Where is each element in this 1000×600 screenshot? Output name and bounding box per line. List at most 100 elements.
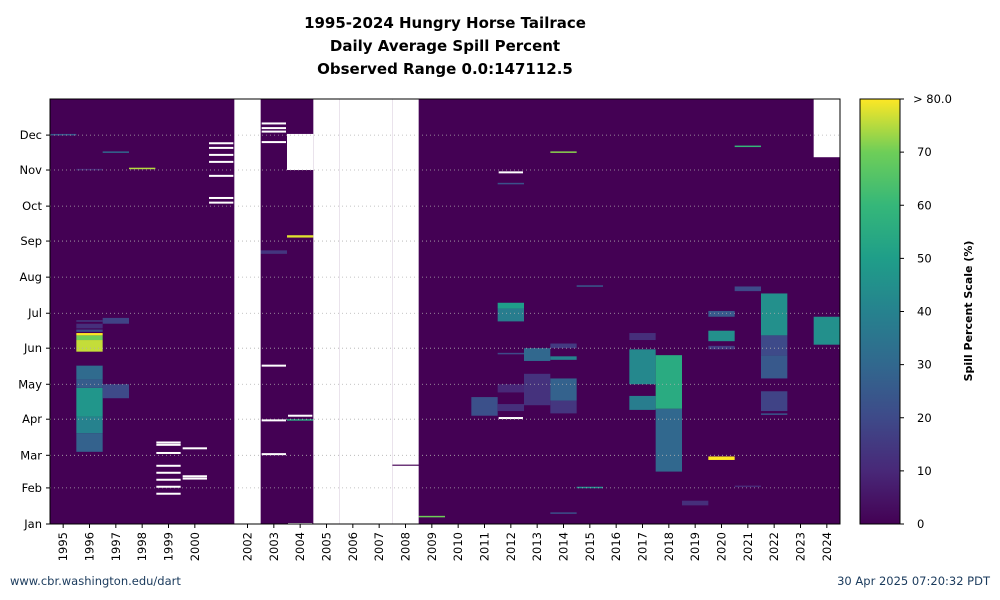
footer-url: www.cbr.washington.edu/dart — [10, 574, 181, 588]
missing-data-cell — [392, 99, 419, 465]
heatmap-cell — [76, 433, 103, 452]
heatmap-cell — [497, 182, 524, 185]
chart-title: 1995-2024 Hungry Horse Tailrace — [304, 14, 586, 32]
x-tick-label: 2004 — [293, 532, 307, 561]
missing-data-cell — [209, 146, 234, 149]
heatmap-cell — [629, 395, 656, 410]
x-tick-label: 2000 — [188, 532, 202, 561]
heatmap-cell — [550, 400, 577, 414]
heatmap-cell — [629, 349, 656, 385]
heatmap-cell — [629, 333, 656, 341]
heatmap-cell — [287, 235, 314, 238]
missing-data-cell — [392, 465, 419, 524]
heatmap-cell — [734, 485, 761, 488]
missing-data-cell — [498, 171, 523, 174]
heatmap-cell — [813, 316, 840, 345]
heatmap-cell — [708, 310, 735, 317]
heatmap-cell — [102, 384, 129, 399]
y-tick-label: Jun — [23, 341, 42, 355]
missing-data-cell — [209, 160, 234, 163]
heatmap-cell — [550, 343, 577, 349]
heatmap-cell — [550, 512, 577, 514]
y-tick-label: Feb — [22, 481, 42, 495]
heatmap-cell — [76, 335, 103, 341]
missing-data-cell — [182, 477, 207, 480]
missing-data-cell — [209, 153, 234, 156]
x-tick-label: 2021 — [741, 532, 755, 561]
heatmap-cell — [76, 168, 103, 171]
x-tick-label: 2022 — [767, 532, 781, 561]
missing-data-cell — [182, 447, 207, 450]
colorbar-label: Spill Percent Scale (%) — [962, 241, 975, 382]
y-tick-label: Oct — [22, 199, 42, 213]
x-tick-label: 2016 — [609, 532, 623, 561]
missing-data-cell — [261, 141, 286, 144]
missing-data-cell — [261, 122, 286, 125]
chart-subtitle: Daily Average Spill Percent — [329, 37, 561, 55]
x-tick-label: 2007 — [372, 532, 386, 561]
x-tick-label: 2009 — [425, 532, 439, 561]
missing-data-cell — [209, 174, 234, 177]
y-tick-label: Aug — [20, 270, 42, 284]
missing-data-cell — [156, 443, 181, 446]
missing-data-cell — [498, 417, 523, 420]
heatmap-cell — [76, 387, 103, 417]
x-tick-label: 2014 — [557, 532, 571, 561]
x-tick-label: 1996 — [83, 532, 97, 561]
x-tick-label: 1999 — [162, 532, 176, 561]
heatmap-cell — [761, 391, 788, 412]
x-tick-label: 2018 — [662, 532, 676, 561]
heatmap-cell — [76, 320, 103, 322]
y-tick-label: May — [18, 377, 42, 391]
heatmap-cell — [576, 486, 603, 489]
missing-data-cell — [261, 419, 286, 422]
heatmap-cell — [497, 308, 524, 322]
x-tick-label: 2006 — [346, 532, 360, 561]
heatmap-cell — [418, 515, 445, 518]
colorbar-tick-label: 70 — [917, 145, 932, 159]
missing-data-cell — [261, 364, 286, 367]
heatmap-cell — [76, 333, 103, 336]
heatmap-cell — [76, 379, 103, 388]
heatmap-cell — [550, 378, 577, 401]
missing-data-cell — [209, 196, 234, 199]
x-tick-label: 2010 — [451, 532, 465, 561]
colorbar-tick-label: 0 — [917, 517, 924, 531]
colorbar-tick-label: 50 — [917, 251, 932, 265]
heatmap-cell — [682, 500, 709, 506]
heatmap-cell — [102, 317, 129, 324]
x-tick-label: 2015 — [583, 532, 597, 561]
heatmap-cell — [497, 352, 524, 355]
heatmap-cell — [655, 355, 682, 409]
y-tick-label: Nov — [20, 163, 43, 177]
heatmap-cell — [524, 348, 551, 361]
footer-timestamp: 30 Apr 2025 07:20:32 PDT — [837, 574, 990, 588]
chart-observed-range: Observed Range 0.0:147112.5 — [317, 60, 573, 78]
heatmap-cell — [471, 397, 498, 416]
heatmap-cell — [497, 404, 524, 412]
heatmap-cell — [260, 250, 287, 254]
missing-data-cell — [261, 127, 286, 130]
missing-data-cell — [156, 464, 181, 467]
missing-data-cell — [288, 414, 313, 417]
missing-data-cell — [209, 201, 234, 204]
missing-data-cell — [182, 475, 207, 478]
heatmap-cell — [76, 416, 103, 434]
heatmap-cell — [497, 302, 524, 309]
x-tick-label: 2024 — [820, 532, 834, 561]
y-tick-label: Jul — [27, 306, 42, 320]
heatmap-cell — [761, 335, 788, 356]
missing-data-cell — [339, 99, 366, 524]
heatmap-cell — [708, 456, 735, 460]
x-tick-label: 2002 — [241, 532, 255, 561]
heatmap-cell — [761, 293, 788, 336]
y-tick-label: Dec — [20, 128, 42, 142]
colorbar-tick-label: 20 — [917, 411, 932, 425]
x-tick-label: 2011 — [478, 532, 492, 561]
colorbar-tick-label: 60 — [917, 198, 932, 212]
x-tick-label: 1998 — [135, 532, 149, 561]
heatmap-cell — [76, 340, 103, 352]
heatmap-cell — [287, 419, 314, 421]
heatmap-cell — [708, 330, 735, 342]
